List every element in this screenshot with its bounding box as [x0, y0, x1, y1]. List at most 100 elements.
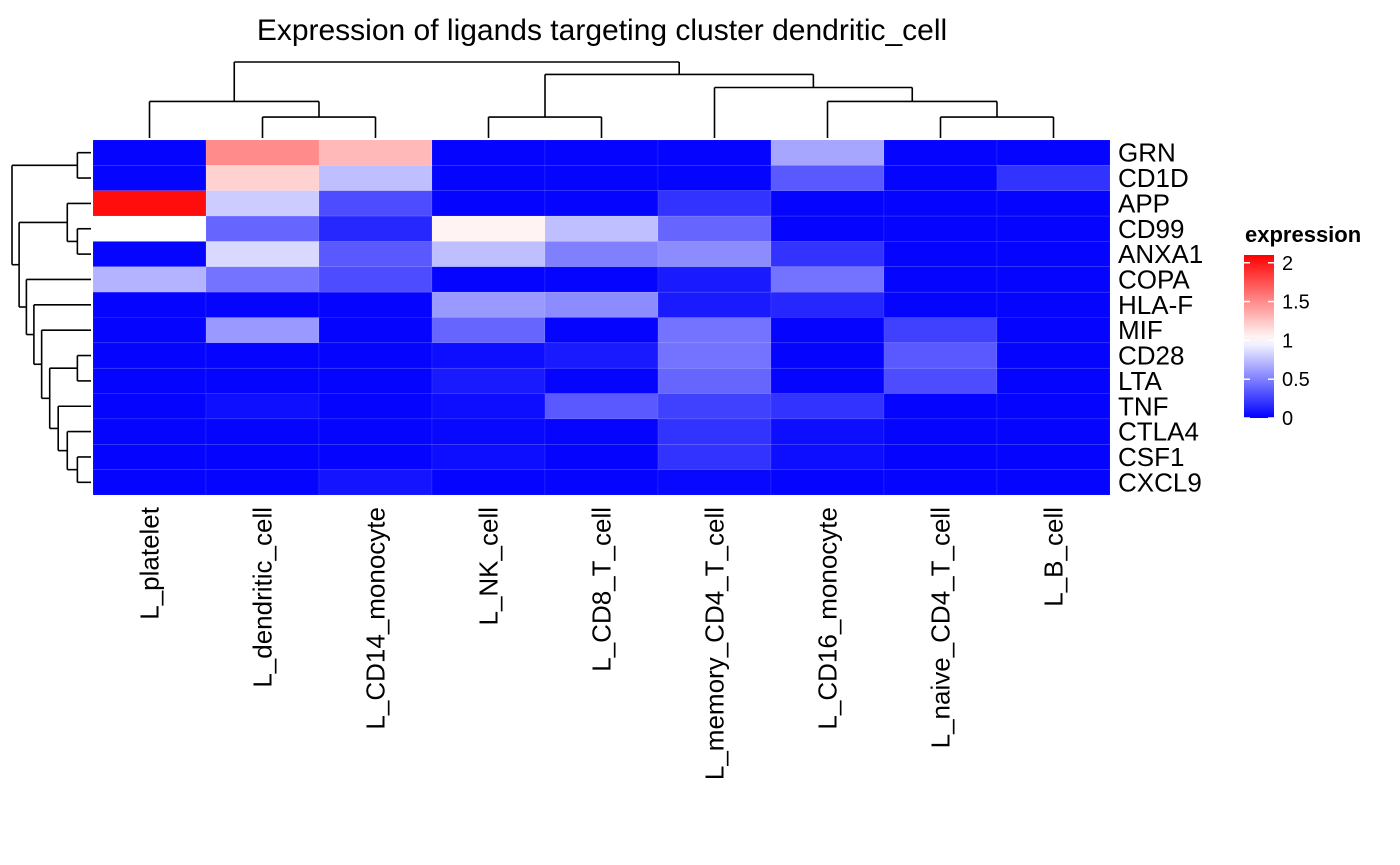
heatmap-cell: [318, 291, 433, 318]
column-label: L_naive_CD4_T_cell: [926, 507, 956, 748]
heatmap-cell: [883, 317, 998, 344]
heatmap-cell: [92, 317, 207, 344]
row-label: CD1D: [1118, 163, 1189, 193]
heatmap-cell: [431, 165, 546, 192]
row-label: LTA: [1118, 366, 1162, 396]
heatmap-cell: [544, 342, 659, 369]
legend-title: expression: [1245, 222, 1361, 247]
legend-tick-label: 0.5: [1282, 369, 1310, 391]
legend-colorbar: [1244, 255, 1274, 418]
heatmap-cell: [996, 291, 1111, 318]
heatmap-cell: [544, 291, 659, 318]
heatmap-cell: [318, 317, 433, 344]
heatmap-cell: [883, 215, 998, 242]
heatmap-cell: [544, 165, 659, 192]
heatmap-cell: [318, 190, 433, 217]
row-label: MIF: [1118, 315, 1163, 345]
heatmap-cell: [205, 190, 320, 217]
row-label: TNF: [1118, 391, 1169, 421]
heatmap-cell: [431, 393, 546, 420]
heatmap-cell: [92, 342, 207, 369]
heatmap-cell: [205, 367, 320, 394]
column-label: L_dendritic_cell: [248, 507, 278, 688]
column-label: L_memory_CD4_T_cell: [700, 507, 730, 780]
heatmap-cell: [883, 443, 998, 470]
heatmap-cell: [657, 215, 772, 242]
heatmap-cell: [92, 165, 207, 192]
heatmap-cell: [431, 291, 546, 318]
heatmap-cell: [883, 139, 998, 166]
heatmap-cell: [205, 317, 320, 344]
heatmap-cell: [996, 190, 1111, 217]
row-label: GRN: [1118, 138, 1176, 168]
heatmap-cell: [996, 165, 1111, 192]
heatmap-cell: [431, 317, 546, 344]
heatmap-cell: [657, 418, 772, 445]
heatmap-cell: [544, 215, 659, 242]
heatmap-cell: [770, 443, 885, 470]
heatmap-cell: [657, 317, 772, 344]
heatmap-cell: [770, 241, 885, 268]
heatmap-cell: [318, 215, 433, 242]
row-label: CTLA4: [1118, 417, 1199, 447]
row-label: APP: [1118, 188, 1170, 218]
heatmap-cell: [883, 266, 998, 293]
heatmap-cell: [657, 367, 772, 394]
heatmap-cell: [92, 367, 207, 394]
heatmap-cell: [657, 190, 772, 217]
heatmap-cell: [657, 241, 772, 268]
heatmap-cell: [544, 443, 659, 470]
column-label: L_CD8_T_cell: [587, 507, 617, 672]
column-labels: L_platelet L_dendritic_cell L_CD14_monocyt…: [135, 506, 1069, 780]
heatmap-cell: [318, 367, 433, 394]
heatmap-cell: [205, 241, 320, 268]
heatmap-cell: [318, 443, 433, 470]
heatmap-cell: [883, 342, 998, 369]
column-label: L_CD16_monocyte: [813, 507, 843, 730]
heatmap-cell: [544, 139, 659, 166]
heatmap-cell: [770, 190, 885, 217]
heatmap-cell: [205, 443, 320, 470]
heatmap-cell: [996, 215, 1111, 242]
heatmap-cell: [431, 266, 546, 293]
column-label: L_NK_cell: [474, 507, 504, 626]
heatmap-cell: [205, 165, 320, 192]
heatmap-cell: [92, 393, 207, 420]
heatmap-cell: [205, 469, 320, 496]
heatmap-cell: [770, 139, 885, 166]
column-dendrogram: [148, 61, 1055, 138]
heatmap-cell: [431, 469, 546, 496]
heatmap-cell: [657, 393, 772, 420]
heatmap-cell: [92, 215, 207, 242]
heatmap-cell: [544, 469, 659, 496]
heatmap-cell: [318, 266, 433, 293]
row-label: CD99: [1118, 214, 1184, 244]
heatmap-cell: [883, 291, 998, 318]
heatmap-cell: [431, 241, 546, 268]
heatmap-cell: [544, 418, 659, 445]
heatmap-cell: [996, 393, 1111, 420]
heatmap-cell: [770, 165, 885, 192]
heatmap-cell: [996, 469, 1111, 496]
heatmap-cell: [205, 342, 320, 369]
heatmap-cells: [92, 139, 1111, 496]
heatmap-cell: [657, 291, 772, 318]
column-label: L_CD14_monocyte: [361, 507, 391, 730]
color-legend: expression 2 1.5 1 0.5 0: [1244, 222, 1361, 430]
heatmap-cell: [431, 342, 546, 369]
heatmap-cell: [996, 241, 1111, 268]
heatmap-cell: [92, 469, 207, 496]
heatmap-cell: [431, 367, 546, 394]
heatmap-cell: [92, 241, 207, 268]
row-label: CXCL9: [1118, 467, 1202, 497]
heatmap-cell: [657, 266, 772, 293]
heatmap-cell: [431, 139, 546, 166]
heatmap-cell: [205, 215, 320, 242]
heatmap-cell: [92, 139, 207, 166]
heatmap-cell: [544, 241, 659, 268]
heatmap-cell: [544, 266, 659, 293]
heatmap-cell: [205, 266, 320, 293]
heatmap-cell: [657, 469, 772, 496]
legend-tick-label: 0: [1282, 408, 1293, 430]
